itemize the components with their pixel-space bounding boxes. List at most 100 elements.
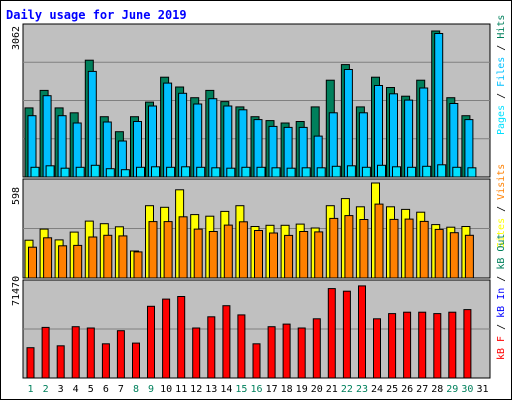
bar-kb-f-day-22	[342, 290, 351, 379]
bar-files-day-28	[434, 33, 444, 178]
bar-kb-f-day-1	[26, 347, 35, 379]
bar-kb-f-day-13	[207, 316, 216, 379]
bar-pages-day-27	[422, 165, 432, 178]
bar-pages-day-2	[45, 165, 55, 178]
bar-pages-day-21	[331, 165, 341, 178]
legend-entry: Pages	[496, 105, 507, 135]
legend-entry: /	[496, 45, 507, 57]
bar-kb-f-day-30	[463, 309, 472, 379]
x-tick-label-day-24: 24	[371, 384, 383, 395]
bar-kb-f-day-26	[403, 311, 412, 379]
bar-sites-day-1	[28, 246, 37, 279]
bar-pages-day-26	[407, 166, 417, 178]
bar-pages-day-29	[452, 166, 462, 178]
legend-entry: /	[496, 206, 507, 218]
bar-kb-f-day-4	[71, 326, 80, 379]
x-tick-label-day-29: 29	[446, 384, 458, 395]
bar-sites-day-22	[344, 215, 354, 279]
x-tick-label-day-6: 6	[103, 384, 109, 395]
x-tick-label-day-2: 2	[43, 384, 49, 395]
x-tick-label-day-18: 18	[281, 384, 293, 395]
x-tick-label-day-3: 3	[58, 384, 64, 395]
bar-sites-day-3	[58, 245, 68, 279]
y-max-label-kbytes: 71470	[11, 276, 22, 306]
bar-pages-day-11	[181, 166, 191, 178]
bar-kb-f-day-24	[373, 318, 381, 379]
bar-kb-f-day-23	[358, 285, 366, 379]
bar-kb-f-day-19	[297, 327, 306, 379]
bar-files-day-2	[42, 95, 52, 178]
bar-sites-day-19	[299, 231, 309, 279]
x-tick-label-day-8: 8	[133, 384, 139, 395]
bar-pages-day-8	[136, 166, 145, 178]
bar-pages-day-19	[301, 167, 311, 178]
bar-files-day-13	[208, 98, 218, 178]
bar-sites-day-25	[389, 218, 399, 279]
bar-sites-day-24	[374, 203, 384, 279]
bar-pages-day-22	[346, 165, 356, 178]
x-tick-label-day-26: 26	[401, 384, 413, 395]
bar-sites-day-2	[43, 237, 53, 279]
bar-kb-f-day-6	[101, 343, 110, 379]
legend-entry: kB Out	[496, 234, 507, 276]
x-tick-label-day-5: 5	[88, 384, 94, 395]
legend-entry: Files	[496, 57, 507, 93]
bar-files-day-25	[389, 93, 398, 178]
bar-pages-day-18	[286, 167, 296, 178]
bar-pages-day-25	[392, 166, 401, 178]
x-tick-label-day-23: 23	[356, 384, 368, 395]
bar-pages-day-15	[241, 166, 251, 178]
bar-files-day-14	[223, 105, 233, 178]
bar-sites-day-16	[254, 230, 263, 279]
x-axis-labels: 1 2 3 4 5 6 7 8 9 10 11 12 13 14 15 16 17 18 19 20 21 22 23 24 2…	[27, 384, 488, 395]
bar-pages-day-12	[196, 166, 206, 178]
y-max-label-visits-sites: 598	[11, 187, 22, 205]
bar-kb-f-day-28	[433, 313, 442, 379]
bar-pages-day-1	[30, 166, 40, 178]
y-max-label-hits-files-pages: 3062	[11, 26, 22, 50]
x-tick-label-day-1: 1	[27, 384, 33, 395]
bar-pages-day-16	[256, 166, 266, 178]
bar-pages-day-9	[151, 166, 160, 178]
bar-sites-day-30	[464, 234, 474, 279]
x-tick-label-day-31: 31	[476, 384, 488, 395]
bar-files-day-12	[193, 103, 203, 178]
x-tick-label-day-27: 27	[416, 384, 428, 395]
bar-sites-day-11	[178, 216, 188, 279]
bar-pages-day-13	[211, 167, 221, 178]
legend-entry: Hits	[496, 15, 507, 45]
bar-kb-f-day-18	[282, 323, 291, 379]
x-tick-label-day-19: 19	[296, 384, 308, 395]
x-tick-label-day-13: 13	[205, 384, 217, 395]
x-tick-label-day-14: 14	[220, 384, 232, 395]
x-tick-label-day-12: 12	[190, 384, 202, 395]
bar-sites-day-27	[419, 220, 429, 279]
legend-hits-files-pages: Pages / Files / Hits	[496, 15, 507, 135]
legend-visits-sites: Sites / Visits	[496, 164, 507, 248]
bar-sites-day-8	[133, 251, 143, 279]
x-tick-label-day-30: 30	[461, 384, 473, 395]
legend-entry: /	[496, 276, 507, 288]
bar-kb-f-day-7	[116, 330, 125, 379]
x-tick-label-day-21: 21	[326, 384, 338, 395]
bar-sites-day-14	[223, 224, 233, 279]
bar-sites-day-12	[193, 228, 203, 279]
chart-panels: 3062 Pages / Files / Hits 598 Sites / Visit…	[11, 15, 507, 379]
bar-pages-day-14	[226, 167, 236, 178]
bar-files-day-10	[163, 82, 173, 178]
x-tick-label-day-22: 22	[341, 384, 353, 395]
bar-sites-day-4	[73, 244, 83, 279]
x-tick-label-day-28: 28	[431, 384, 443, 395]
bar-files-day-24	[374, 85, 383, 178]
bar-kb-f-day-9	[147, 305, 155, 379]
x-tick-label-day-20: 20	[311, 384, 323, 395]
bar-kb-f-day-21	[327, 288, 336, 379]
bar-kb-f-day-14	[222, 305, 231, 379]
bar-sites-day-20	[314, 231, 324, 279]
bar-sites-day-23	[359, 219, 369, 279]
legend-entry: Sites	[496, 218, 507, 248]
bar-pages-day-5	[90, 164, 100, 178]
bar-kb-f-day-5	[86, 327, 95, 379]
x-tick-label-day-25: 25	[386, 384, 398, 395]
